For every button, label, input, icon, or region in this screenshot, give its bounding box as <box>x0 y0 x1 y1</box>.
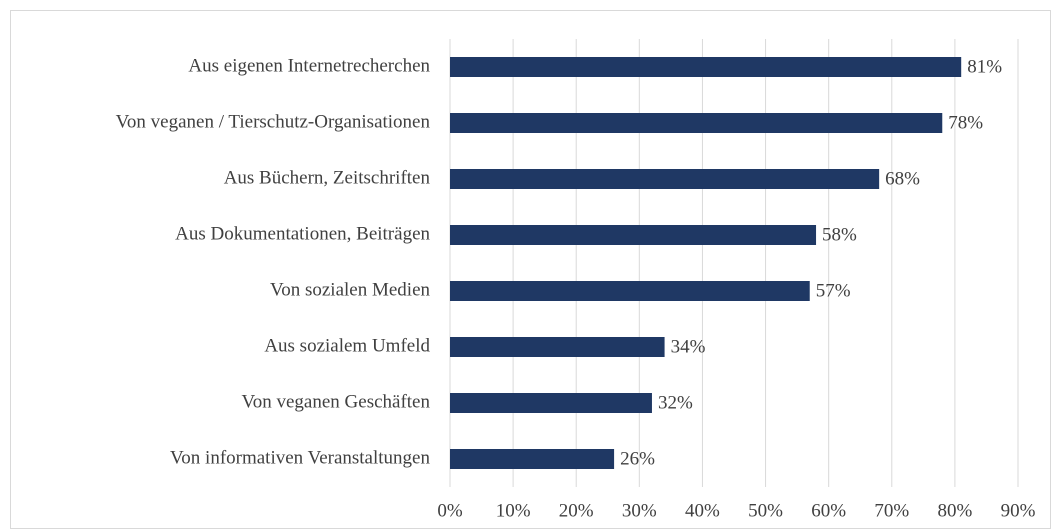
data-label: 58% <box>822 224 857 245</box>
x-tick-label: 30% <box>622 500 657 521</box>
x-tick-label: 40% <box>685 500 720 521</box>
y-tick-label: Aus Dokumentationen, Beiträgen <box>175 223 430 244</box>
data-label: 26% <box>620 448 655 469</box>
data-label: 81% <box>967 56 1002 77</box>
x-tick-label: 70% <box>874 500 909 521</box>
bar <box>450 393 652 413</box>
y-tick-label: Von veganen Geschäften <box>241 391 430 412</box>
x-tick-label: 10% <box>496 500 531 521</box>
bar <box>450 225 817 245</box>
data-label: 34% <box>671 336 706 357</box>
y-tick-label: Von veganen / Tierschutz-Organisationen <box>116 111 431 132</box>
x-tick-label: 50% <box>748 500 783 521</box>
x-tick-label: 60% <box>811 500 846 521</box>
data-label: 68% <box>885 168 920 189</box>
x-tick-label: 20% <box>559 500 594 521</box>
bar <box>450 113 943 133</box>
bar <box>450 281 810 301</box>
y-tick-label: Von informativen Veranstaltungen <box>170 447 430 468</box>
bar <box>450 169 880 189</box>
bar <box>450 57 962 77</box>
bar <box>450 449 615 469</box>
x-tick-label: 0% <box>437 500 463 521</box>
x-tick-label: 90% <box>1001 500 1036 521</box>
y-tick-label: Von sozialen Medien <box>270 279 431 300</box>
data-label: 32% <box>658 392 693 413</box>
data-label: 78% <box>948 112 983 133</box>
chart-frame <box>10 10 1051 529</box>
y-tick-label: Aus sozialem Umfeld <box>264 335 430 356</box>
data-label: 57% <box>816 280 851 301</box>
y-tick-label: Aus Büchern, Zeitschriften <box>224 167 431 188</box>
bar <box>450 337 665 357</box>
y-tick-label: Aus eigenen Internetrecherchen <box>188 55 430 76</box>
x-tick-label: 80% <box>937 500 972 521</box>
